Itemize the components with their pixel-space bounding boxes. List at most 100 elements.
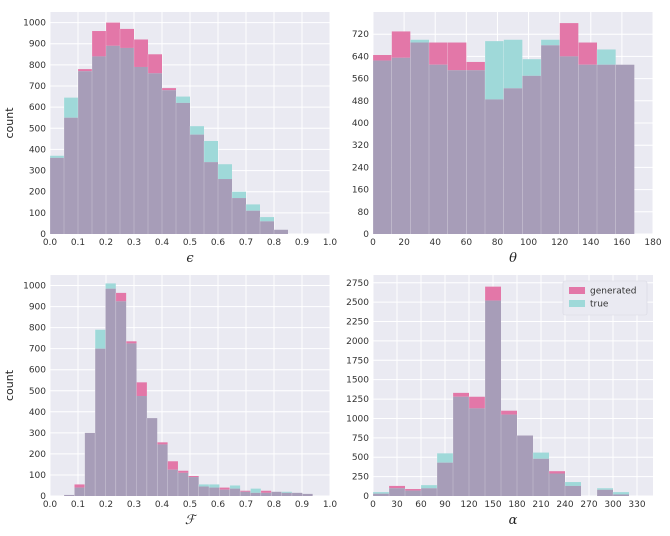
generated-bar-excess [136, 382, 147, 397]
y-tick-label: 0 [363, 230, 369, 240]
y-tick-label: 500 [29, 124, 46, 134]
overlap-bar [92, 56, 106, 235]
y-tick-label: 160 [352, 186, 369, 196]
x-axis-label: ϵ [186, 251, 194, 266]
subplot-4: 0 30 60 90 120 150 180 210 240 270 300 330 0 250 500 75… [346, 275, 653, 528]
overlap-bar [190, 134, 204, 234]
overlap-bar [533, 458, 549, 496]
generated-bar-excess [148, 54, 162, 74]
y-tick-label: 560 [352, 75, 369, 85]
overlap-bar [209, 487, 220, 496]
y-tick-label: 600 [29, 366, 46, 376]
true-bar-excess [246, 204, 260, 211]
y-tick-label: 400 [29, 145, 46, 155]
true-bar-excess [95, 329, 106, 349]
x-tick-label: 0.0 [43, 500, 58, 510]
histogram-bars [372, 23, 635, 235]
generated-bar-excess [373, 55, 392, 61]
generated-bar-excess [240, 490, 251, 492]
y-tick-label: 0 [40, 230, 46, 240]
overlap-bar [405, 490, 421, 496]
true-bar-excess [232, 191, 246, 199]
true-bar-excess [373, 492, 389, 494]
y-tick-label: 480 [352, 97, 369, 107]
overlap-bar [229, 488, 241, 496]
true-bar-excess [281, 491, 292, 493]
x-tick-label: 300 [604, 500, 621, 510]
y-tick-label: 400 [352, 119, 369, 129]
y-tick-label: 1000 [346, 414, 369, 424]
overlap-bar [469, 408, 485, 496]
x-tick-label: 0.8 [267, 238, 282, 248]
overlap-bar [429, 64, 448, 234]
generated-bar-excess [549, 471, 565, 474]
overlap-bar [106, 45, 120, 235]
overlap-bar [50, 157, 64, 234]
y-tick-label: 1250 [346, 395, 369, 405]
x-tick-label: 120 [551, 238, 568, 248]
overlap-bar [437, 462, 453, 496]
x-tick-label: 1.0 [323, 238, 338, 248]
overlap-bar [188, 477, 199, 496]
true-bar-excess [176, 96, 190, 103]
x-tick-label: 100 [520, 238, 537, 248]
overlap-bar [136, 396, 147, 496]
x-tick-label: 1.0 [323, 500, 338, 510]
true-bar-excess [522, 59, 541, 76]
x-tick-label: 0.4 [155, 500, 170, 510]
y-tick-label: 300 [29, 167, 46, 177]
overlap-bar [74, 487, 85, 496]
overlap-bar [391, 57, 411, 234]
overlap-bar [105, 288, 116, 496]
overlap-bar [218, 179, 232, 234]
generated-bar-excess [177, 470, 189, 473]
y-tick-label: 100 [29, 209, 46, 219]
generated-bar-excess [126, 341, 137, 344]
x-tick-label: 0.9 [295, 238, 310, 248]
overlap-bar [177, 472, 189, 496]
generated-bar-excess [429, 42, 448, 65]
overlap-bar [64, 494, 75, 496]
subplot-2: 0 20 40 60 80 100 120 140 160 180 0 80 160 240 320 400 4… [352, 12, 662, 266]
generated-bar-excess [389, 485, 405, 489]
y-axis-label: count [3, 369, 16, 401]
legend: generated true [562, 280, 648, 316]
legend-swatch-generated [569, 287, 585, 294]
y-tick-label: 700 [29, 345, 46, 355]
overlap-bar [134, 66, 148, 234]
y-tick-label: 2000 [346, 337, 369, 347]
overlap-bar [219, 489, 230, 496]
generated-bar-excess [74, 484, 85, 488]
true-bar-excess [613, 492, 629, 495]
generated-bar-excess [167, 461, 178, 470]
y-tick-label: 500 [29, 387, 46, 397]
x-tick-label: 90 [439, 500, 451, 510]
y-tick-label: 1000 [23, 282, 46, 292]
true-bar-excess [485, 41, 504, 100]
x-tick-label: 0.9 [295, 500, 310, 510]
x-tick-label: 0.7 [239, 238, 253, 248]
x-axis-label: ℱ [185, 513, 198, 528]
overlap-bar [281, 492, 292, 496]
x-tick-label: 0.2 [99, 500, 113, 510]
histogram-bars [63, 283, 313, 496]
y-tick-label: 200 [29, 188, 46, 198]
overlap-bar [421, 488, 437, 496]
overlap-bar [167, 469, 178, 496]
overlap-bar [559, 56, 579, 235]
histogram-bars [372, 286, 629, 496]
y-tick-label: 900 [29, 303, 46, 313]
x-tick-label: 40 [429, 238, 441, 248]
y-tick-label: 240 [352, 163, 369, 173]
generated-bar-excess [188, 476, 199, 478]
y-tick-label: 500 [352, 453, 369, 463]
generated-bar-excess [120, 28, 134, 48]
overlap-bar [517, 435, 533, 496]
true-bar-excess [597, 488, 613, 490]
histogram-bars [49, 22, 288, 235]
generated-bar-excess [106, 22, 120, 46]
y-tick-label: 1750 [346, 356, 369, 366]
subplot-1: 0.0 0.1 0.2 0.3 0.4 0.5 0.6 0.7 0.8 0.9 1.0 0 100 200… [3, 12, 337, 266]
true-bar-excess [421, 485, 437, 489]
overlap-bar [126, 343, 137, 496]
